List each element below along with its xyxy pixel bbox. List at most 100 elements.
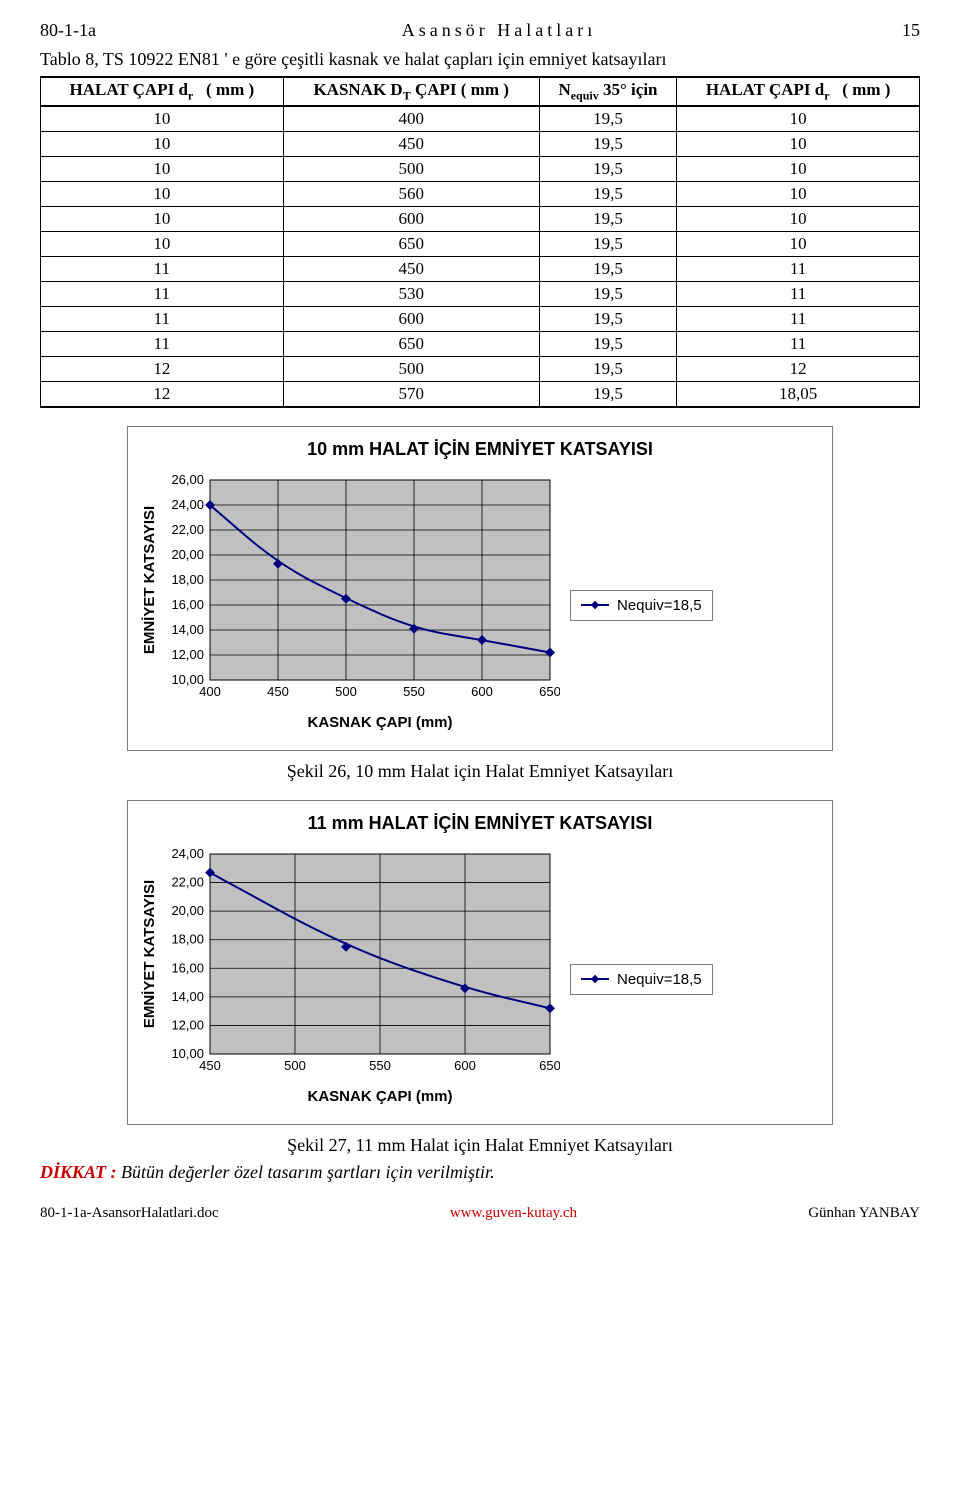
svg-text:14,00: 14,00 bbox=[171, 622, 204, 637]
footer-right: Günhan YANBAY bbox=[808, 1205, 920, 1222]
table-row: 1160019,511 bbox=[41, 307, 920, 332]
svg-text:20,00: 20,00 bbox=[171, 547, 204, 562]
table-cell: 19,5 bbox=[539, 132, 677, 157]
table-cell: 10 bbox=[677, 132, 920, 157]
table-cell: 11 bbox=[41, 282, 284, 307]
table-cell: 10 bbox=[41, 106, 284, 132]
chart2-plot: 10,0012,0014,0016,0018,0020,0022,0024,00… bbox=[140, 844, 560, 1114]
th-halat-capi-1: HALAT ÇAPI dr ( mm ) bbox=[41, 77, 284, 106]
table-cell: 10 bbox=[677, 207, 920, 232]
page-header: 80-1-1a Asansör Halatları 15 bbox=[40, 20, 920, 41]
table-cell: 10 bbox=[677, 106, 920, 132]
page-footer: 80-1-1a-AsansorHalatlari.doc www.guven-k… bbox=[40, 1201, 920, 1222]
svg-text:600: 600 bbox=[454, 1058, 476, 1073]
chart1-plot: 10,0012,0014,0016,0018,0020,0022,0024,00… bbox=[140, 470, 560, 740]
table-row: 1045019,510 bbox=[41, 132, 920, 157]
svg-text:400: 400 bbox=[199, 684, 221, 699]
figure-caption-1: Şekil 26, 10 mm Halat için Halat Emniyet… bbox=[40, 761, 920, 782]
table-cell: 650 bbox=[283, 332, 539, 357]
chart1-title: 10 mm HALAT İÇİN EMNİYET KATSAYISI bbox=[140, 439, 820, 460]
table-cell: 19,5 bbox=[539, 207, 677, 232]
chart2-frame: 11 mm HALAT İÇİN EMNİYET KATSAYISI 10,00… bbox=[127, 800, 833, 1125]
table-cell: 10 bbox=[41, 232, 284, 257]
footer-center: www.guven-kutay.ch bbox=[450, 1205, 577, 1222]
table-cell: 500 bbox=[283, 157, 539, 182]
table-cell: 11 bbox=[677, 257, 920, 282]
svg-text:KASNAK ÇAPI (mm): KASNAK ÇAPI (mm) bbox=[307, 714, 452, 731]
svg-text:650: 650 bbox=[539, 684, 560, 699]
svg-text:550: 550 bbox=[403, 684, 425, 699]
table-cell: 19,5 bbox=[539, 332, 677, 357]
table-row: 1153019,511 bbox=[41, 282, 920, 307]
table-cell: 19,5 bbox=[539, 282, 677, 307]
svg-text:650: 650 bbox=[539, 1058, 560, 1073]
table-cell: 11 bbox=[41, 332, 284, 357]
table-row: 1065019,510 bbox=[41, 232, 920, 257]
chart1-legend: Nequiv=18,5 bbox=[570, 590, 713, 621]
table-cell: 19,5 bbox=[539, 257, 677, 282]
chart2-legend-text: Nequiv=18,5 bbox=[617, 971, 702, 988]
warning-text: Bütün değerler özel tasarım şartları içi… bbox=[117, 1162, 495, 1182]
table-cell: 560 bbox=[283, 182, 539, 207]
table-cell: 450 bbox=[283, 257, 539, 282]
table-cell: 10 bbox=[41, 132, 284, 157]
chart2-title: 11 mm HALAT İÇİN EMNİYET KATSAYISI bbox=[140, 813, 820, 834]
table-cell: 650 bbox=[283, 232, 539, 257]
table-cell: 11 bbox=[677, 332, 920, 357]
table-cell: 10 bbox=[677, 232, 920, 257]
svg-text:12,00: 12,00 bbox=[171, 1018, 204, 1033]
table-row: 1060019,510 bbox=[41, 207, 920, 232]
legend-marker-icon bbox=[581, 978, 609, 980]
th-halat-capi-2: HALAT ÇAPI dr ( mm ) bbox=[677, 77, 920, 106]
table-cell: 10 bbox=[41, 157, 284, 182]
safety-factor-table: HALAT ÇAPI dr ( mm ) KASNAK DT ÇAPI ( mm… bbox=[40, 76, 920, 408]
header-right: 15 bbox=[902, 20, 920, 41]
svg-text:500: 500 bbox=[335, 684, 357, 699]
table-caption: Tablo 8, TS 10922 EN81 ' e göre çeşitli … bbox=[40, 49, 920, 70]
table-row: 1050019,510 bbox=[41, 157, 920, 182]
svg-text:550: 550 bbox=[369, 1058, 391, 1073]
table-cell: 12 bbox=[41, 357, 284, 382]
svg-text:KASNAK ÇAPI (mm): KASNAK ÇAPI (mm) bbox=[307, 1088, 452, 1105]
table-row: 1056019,510 bbox=[41, 182, 920, 207]
table-cell: 530 bbox=[283, 282, 539, 307]
table-cell: 19,5 bbox=[539, 357, 677, 382]
table-row: 1250019,512 bbox=[41, 357, 920, 382]
svg-text:18,00: 18,00 bbox=[171, 572, 204, 587]
svg-text:EMNİYET KATSAYISI: EMNİYET KATSAYISI bbox=[141, 880, 158, 1028]
svg-text:450: 450 bbox=[199, 1058, 221, 1073]
chart1-legend-text: Nequiv=18,5 bbox=[617, 597, 702, 614]
table-cell: 400 bbox=[283, 106, 539, 132]
svg-text:26,00: 26,00 bbox=[171, 472, 204, 487]
svg-text:22,00: 22,00 bbox=[171, 522, 204, 537]
svg-text:20,00: 20,00 bbox=[171, 904, 204, 919]
table-cell: 18,05 bbox=[677, 382, 920, 408]
table-cell: 11 bbox=[41, 257, 284, 282]
table-cell: 19,5 bbox=[539, 157, 677, 182]
table-cell: 600 bbox=[283, 207, 539, 232]
table-cell: 12 bbox=[41, 382, 284, 408]
footer-left: 80-1-1a-AsansorHalatlari.doc bbox=[40, 1205, 219, 1222]
svg-text:24,00: 24,00 bbox=[171, 497, 204, 512]
chart2-legend: Nequiv=18,5 bbox=[570, 964, 713, 995]
table-cell: 19,5 bbox=[539, 106, 677, 132]
svg-text:18,00: 18,00 bbox=[171, 932, 204, 947]
svg-text:16,00: 16,00 bbox=[171, 961, 204, 976]
table-cell: 11 bbox=[677, 282, 920, 307]
svg-text:500: 500 bbox=[284, 1058, 306, 1073]
svg-text:12,00: 12,00 bbox=[171, 647, 204, 662]
table-cell: 450 bbox=[283, 132, 539, 157]
header-center: Asansör Halatları bbox=[96, 20, 902, 41]
table-cell: 19,5 bbox=[539, 182, 677, 207]
svg-text:EMNİYET KATSAYISI: EMNİYET KATSAYISI bbox=[141, 506, 158, 654]
table-cell: 600 bbox=[283, 307, 539, 332]
table-cell: 19,5 bbox=[539, 307, 677, 332]
table-cell: 500 bbox=[283, 357, 539, 382]
figure-caption-2: Şekil 27, 11 mm Halat için Halat Emniyet… bbox=[40, 1135, 920, 1156]
table-cell: 11 bbox=[41, 307, 284, 332]
table-cell: 10 bbox=[677, 182, 920, 207]
svg-text:16,00: 16,00 bbox=[171, 597, 204, 612]
table-cell: 19,5 bbox=[539, 382, 677, 408]
svg-text:22,00: 22,00 bbox=[171, 875, 204, 890]
warning-prefix: DİKKAT : bbox=[40, 1162, 117, 1182]
